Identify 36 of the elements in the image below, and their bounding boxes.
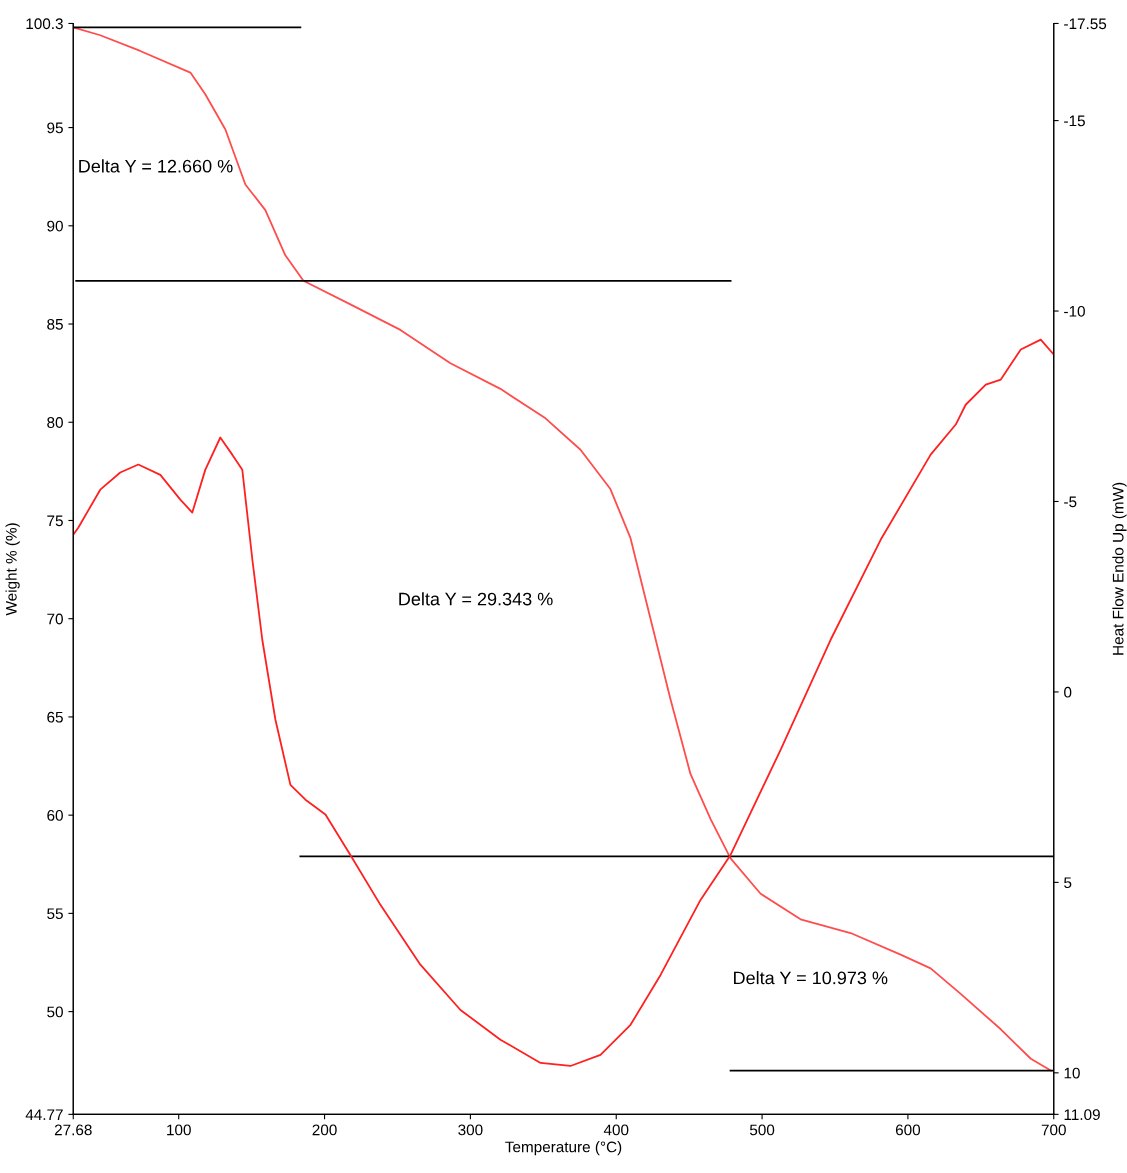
y-tick-label: 70: [47, 613, 63, 625]
x-axis-title: Temperature (°C): [505, 1141, 622, 1156]
y2-tick-label: -17.55: [1064, 18, 1107, 30]
y2-tick-label: -15: [1064, 115, 1085, 127]
annotation: Delta Y = 29.343 %: [399, 592, 553, 606]
y-tick-label: 50: [47, 1006, 63, 1018]
y2-tick-label: 5: [1064, 877, 1072, 889]
x-tick-label: 27.68: [54, 1124, 92, 1136]
x-tick-label: 600: [895, 1124, 921, 1136]
x-tick-label: 300: [458, 1124, 483, 1136]
y-tick-label: 90: [47, 220, 63, 232]
y-tick-label: 55: [47, 908, 63, 920]
y2-tick-label: -5: [1064, 496, 1077, 508]
x-tick-label: 700: [1041, 1124, 1066, 1136]
x-tick-label: 500: [749, 1124, 775, 1136]
line-series: [73, 26, 1052, 1072]
y-tick-label: 85: [47, 318, 63, 330]
y-tick-label: 100.3: [26, 18, 63, 30]
line-series: [73, 338, 1054, 1067]
y-tick-label: 75: [47, 515, 63, 527]
y-tick-label: 60: [47, 810, 63, 821]
annotation: Delta Y = 12.660 %: [79, 159, 233, 173]
y-tick-label: 65: [47, 711, 63, 723]
y-axis-title: Weight % (%): [5, 523, 20, 616]
x-tick-label: 400: [603, 1124, 629, 1136]
y-tick-label: 44.77: [25, 1109, 63, 1120]
x-tick-label: 100: [167, 1124, 191, 1136]
annotation: Delta Y = 10.973 %: [734, 971, 888, 985]
y2-tick-label: 0: [1064, 686, 1072, 698]
y2-tick-label: -10: [1064, 305, 1085, 317]
y2-axis-title: Heat Flow Endo Up (mW): [1112, 482, 1127, 655]
x-tick-label: 200: [312, 1124, 337, 1136]
y-tick-label: 95: [47, 122, 63, 134]
y2-tick-label: 11.09: [1064, 1109, 1100, 1121]
y2-tick-label: 10: [1064, 1067, 1080, 1079]
y-tick-label: 80: [47, 417, 63, 428]
